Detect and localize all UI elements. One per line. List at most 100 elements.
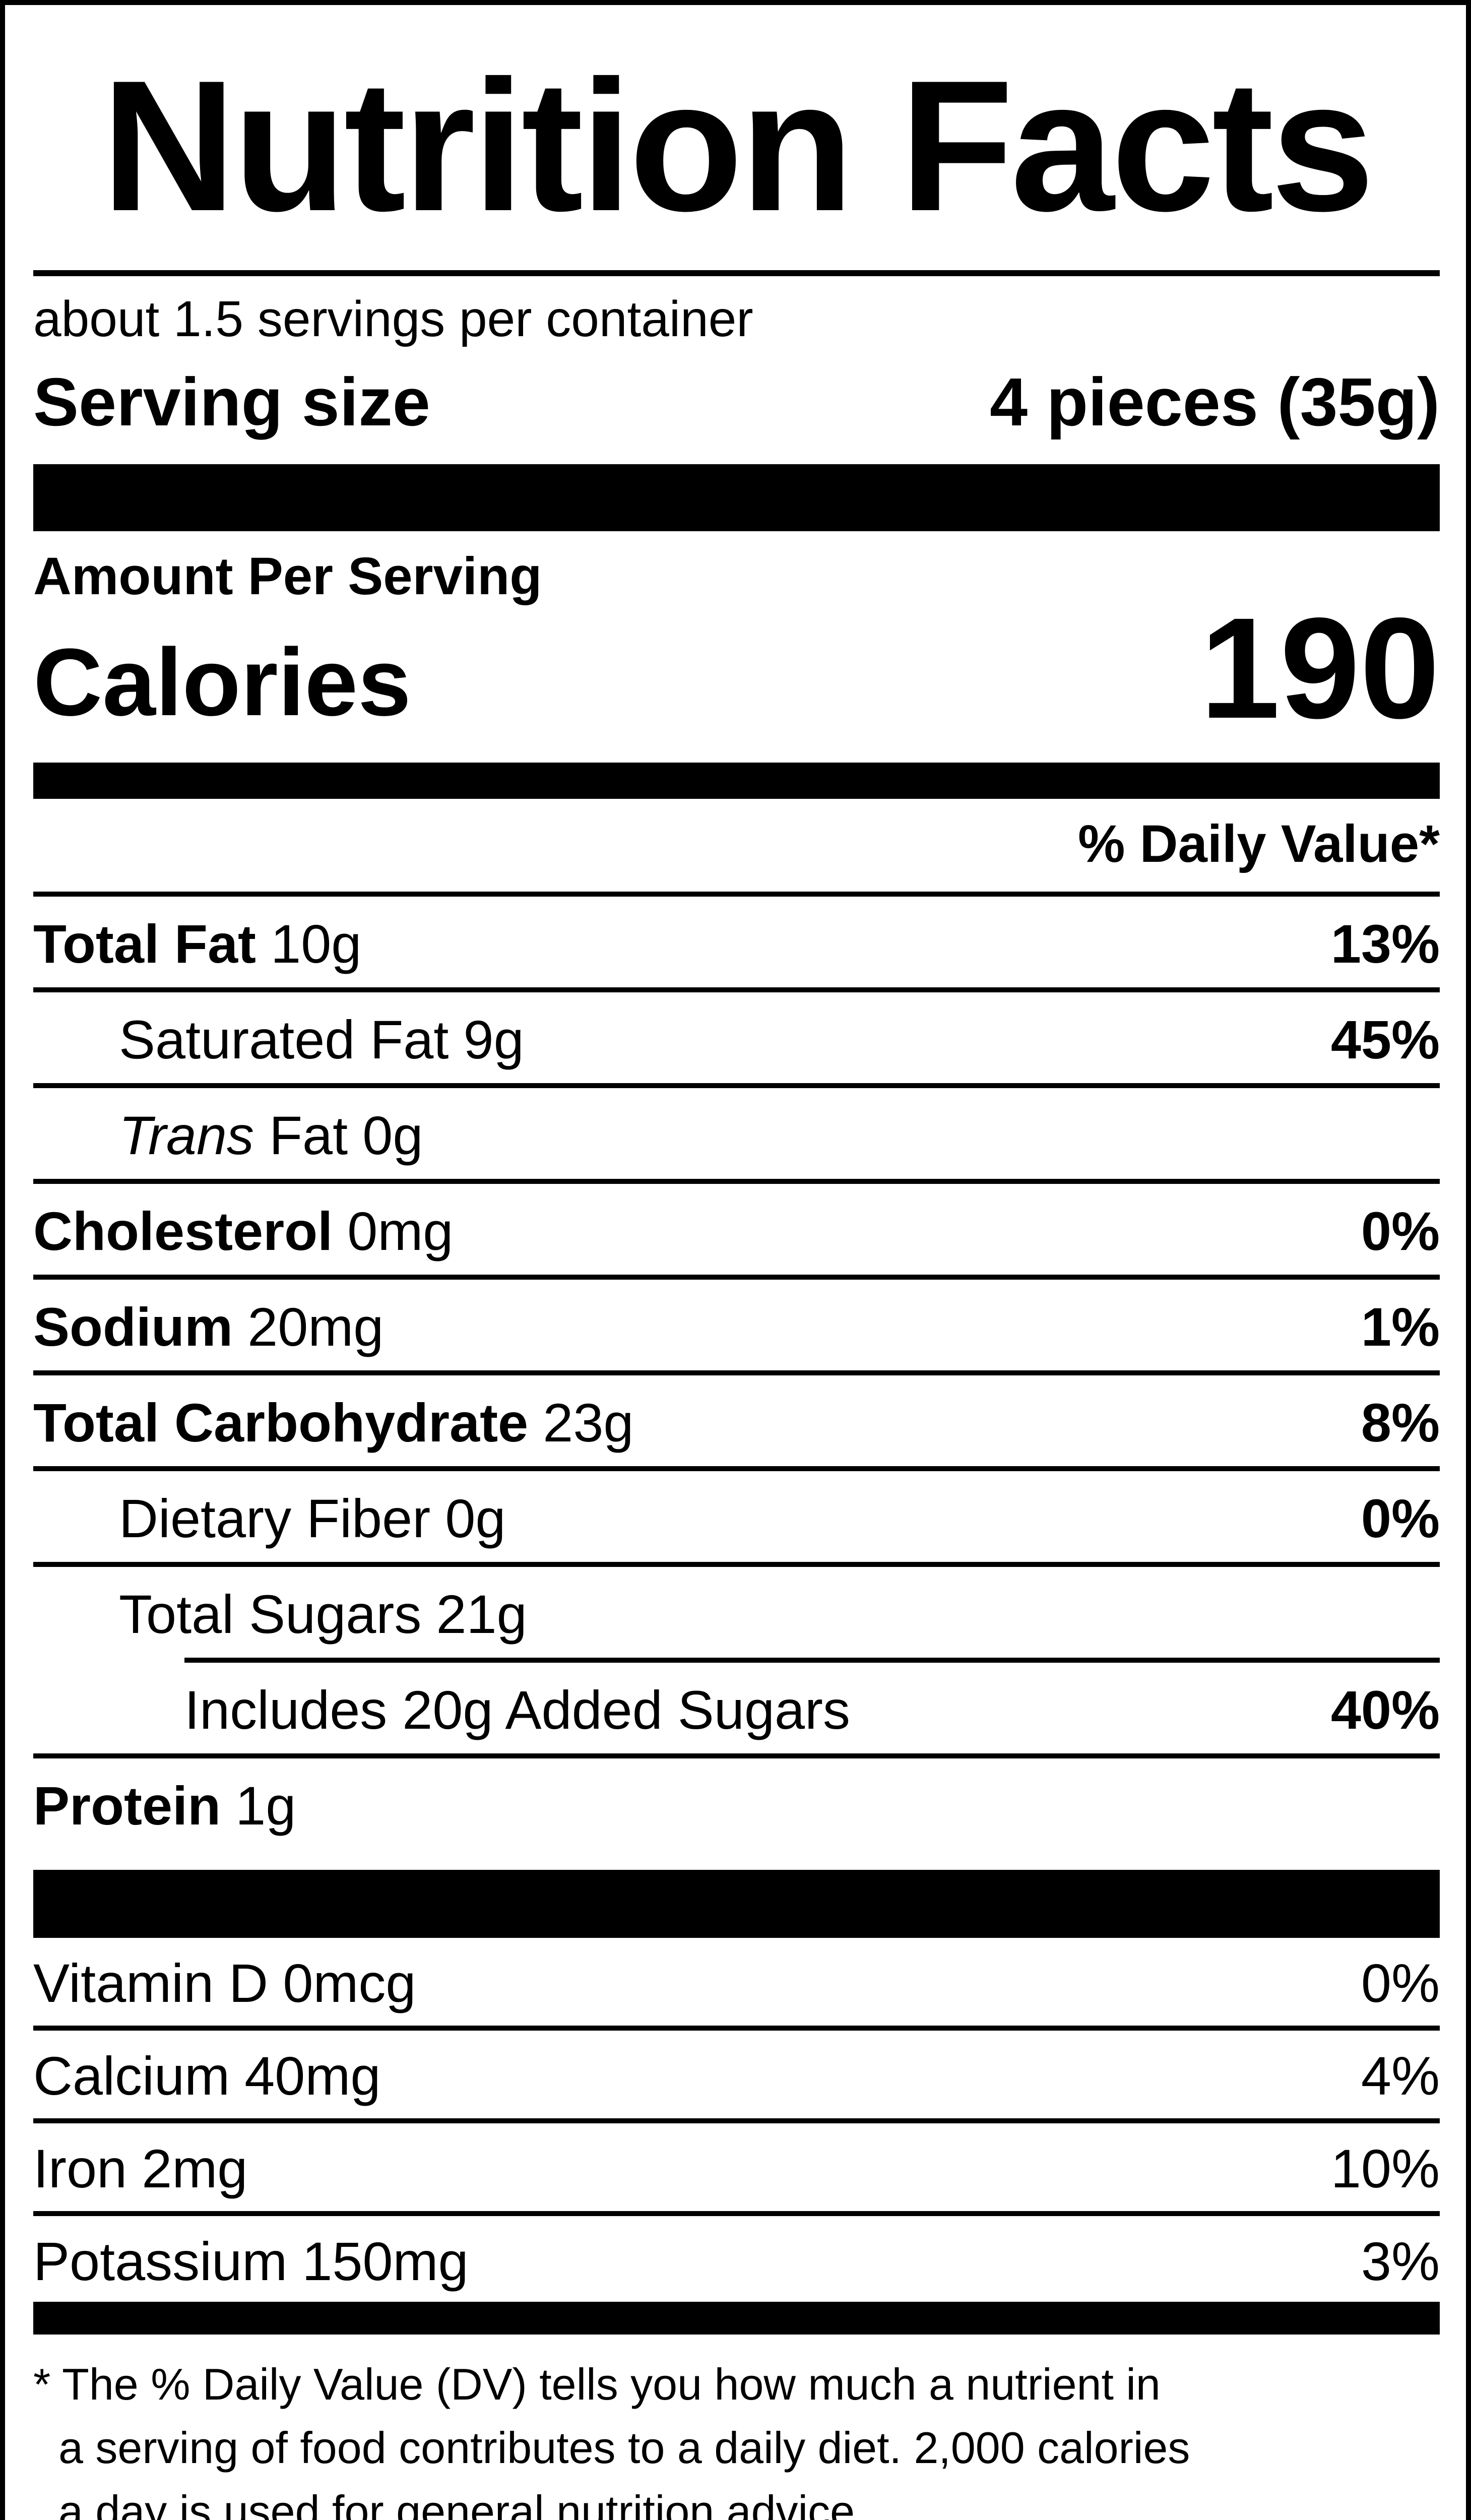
nutrient-text: Vitamin D 0mcg: [33, 1953, 416, 2013]
nutrient-row-trans-fat: Trans Fat 0g: [33, 1088, 1440, 1179]
nutrient-name: Includes 20g Added Sugars: [184, 1679, 850, 1740]
nutrient-row-total-sugars: Total Sugars 21g: [33, 1567, 1440, 1658]
nutrient-amount: 10g: [271, 913, 362, 974]
nutrient-dv: 3%: [1361, 2231, 1440, 2292]
micronutrient-row-calcium: Calcium 40mg 4%: [33, 2031, 1440, 2118]
micronutrient-row-vitamin-d: Vitamin D 0mcg 0%: [33, 1938, 1440, 2026]
nutrient-amount: 9g: [463, 1009, 524, 1070]
separator-rule: [33, 1275, 1440, 1280]
nutrient-row-sodium: Sodium 20mg 1%: [33, 1280, 1440, 1370]
nutrient-text: Includes 20g Added Sugars: [184, 1680, 865, 1740]
serving-size-label: Serving size: [33, 364, 430, 440]
calories-label: Calories: [33, 629, 411, 736]
nutrient-name: Protein: [33, 1775, 221, 1836]
nutrient-amount: 0mcg: [283, 1952, 416, 2013]
serving-size-value: 4 pieces (35g): [990, 364, 1440, 440]
micronutrient-row-potassium: Potassium 150mg 3%: [33, 2216, 1440, 2302]
separator-rule: [33, 2118, 1440, 2123]
nutrient-text: Trans Fat 0g: [119, 1105, 423, 1166]
calories-left-column: Amount Per Serving Calories: [33, 531, 542, 740]
nutrient-amount: 40mg: [244, 2045, 381, 2106]
daily-value-footnote: * The % Daily Value (DV) tells you how m…: [33, 2353, 1440, 2520]
calories-block: Amount Per Serving Calories 190: [33, 531, 1440, 740]
daily-value-header: % Daily Value*: [1078, 814, 1440, 873]
separator-rule: [33, 987, 1440, 992]
nutrient-dv: 13%: [1330, 913, 1440, 974]
micronutrient-row-iron: Iron 2mg 10%: [33, 2123, 1440, 2211]
nutrient-name: Total Sugars: [119, 1584, 422, 1645]
nutrient-name: Vitamin D: [33, 1952, 269, 2013]
separator-rule-indented: [184, 1658, 1440, 1663]
thick-bar: [33, 2302, 1440, 2335]
nutrient-name: Fat: [254, 1105, 348, 1166]
nutrient-name: Total Fat: [33, 913, 256, 974]
nutrient-name: Potassium: [33, 2231, 288, 2292]
nutrient-dv: 8%: [1361, 1392, 1440, 1453]
nutrient-dv: 45%: [1330, 1009, 1440, 1070]
nutrient-name: Total Carbohydrate: [33, 1392, 529, 1453]
nutrient-row-cholesterol: Cholesterol 0mg 0%: [33, 1184, 1440, 1275]
footnote-line: a day is used for general nutrition advi…: [58, 2486, 867, 2520]
nutrient-text: Dietary Fiber 0g: [119, 1488, 505, 1549]
separator-rule: [33, 1753, 1440, 1758]
nutrient-amount: 1g: [235, 1775, 296, 1836]
nutrient-amount: 23g: [543, 1392, 634, 1453]
nutrient-text: Potassium 150mg: [33, 2231, 469, 2292]
nutrient-amount: 2mg: [142, 2138, 248, 2199]
nutrient-dv: 0%: [1361, 1952, 1440, 2013]
nutrient-text: Cholesterol 0mg: [33, 1201, 453, 1262]
nutrient-name: Cholesterol: [33, 1201, 333, 1262]
nutrient-dv: 4%: [1361, 2045, 1440, 2106]
nutrient-dv: 0%: [1361, 1201, 1440, 1262]
nutrient-text: Saturated Fat 9g: [119, 1010, 524, 1070]
nutrient-amount: 20mg: [247, 1296, 384, 1357]
nutrient-name: Calcium: [33, 2045, 230, 2106]
footnote-line: a serving of food contributes to a daily…: [58, 2423, 1190, 2473]
nutrient-row-dietary-fiber: Dietary Fiber 0g 0%: [33, 1471, 1440, 1562]
separator-rule: [33, 892, 1440, 897]
separator-rule: [33, 2211, 1440, 2216]
nutrient-text: Total Carbohydrate 23g: [33, 1393, 633, 1453]
nutrient-amount: 0g: [445, 1488, 506, 1549]
separator-rule: [33, 1179, 1440, 1184]
nutrient-row-added-sugars: Includes 20g Added Sugars 40%: [33, 1663, 1440, 1753]
thick-bar: [33, 763, 1440, 799]
nutrient-row-saturated-fat: Saturated Fat 9g 45%: [33, 992, 1440, 1083]
nutrient-dv: 40%: [1330, 1679, 1440, 1740]
separator-rule: [33, 2026, 1440, 2031]
nutrient-row-total-fat: Total Fat 10g 13%: [33, 897, 1440, 987]
nutrient-row-protein: Protein 1g: [33, 1758, 1440, 1847]
nutrient-name-italic: Trans: [119, 1105, 254, 1166]
nutrient-name: Sodium: [33, 1296, 233, 1357]
separator-rule: [33, 1466, 1440, 1471]
nutrient-dv: 10%: [1330, 2138, 1440, 2199]
nutrient-text: Iron 2mg: [33, 2138, 247, 2199]
nutrient-name: Dietary Fiber: [119, 1488, 431, 1549]
nutrient-text: Total Sugars 21g: [119, 1584, 527, 1645]
nutrient-dv: 0%: [1361, 1488, 1440, 1549]
separator-rule: [33, 270, 1440, 276]
footnote-line: * The % Daily Value (DV) tells you how m…: [33, 2359, 1161, 2409]
servings-per-container: about 1.5 servings per container: [33, 291, 753, 347]
nutrient-amount: 0g: [362, 1105, 423, 1166]
nutrient-text: Calcium 40mg: [33, 2046, 380, 2106]
nutrient-name: Saturated Fat: [119, 1009, 449, 1070]
separator-rule: [33, 1083, 1440, 1088]
nutrient-dv: 1%: [1361, 1296, 1440, 1357]
thick-bar: [33, 1870, 1440, 1938]
nutrient-name: Iron: [33, 2138, 127, 2199]
nutrient-amount: 150mg: [302, 2231, 469, 2292]
serving-size-row: Serving size 4 pieces (35g): [33, 354, 1440, 450]
nutrient-amount: 21g: [436, 1584, 527, 1645]
calories-value: 190: [1200, 588, 1440, 748]
label-title: Nutrition Facts: [101, 42, 1375, 250]
separator-rule: [33, 1370, 1440, 1375]
nutrient-amount: 0mg: [347, 1201, 454, 1262]
nutrient-row-total-carbohydrate: Total Carbohydrate 23g 8%: [33, 1375, 1440, 1466]
separator-rule: [33, 1562, 1440, 1567]
nutrient-text: Total Fat 10g: [33, 914, 361, 974]
amount-per-serving-label: Amount Per Serving: [33, 547, 542, 606]
nutrient-text: Sodium 20mg: [33, 1297, 383, 1357]
thick-bar: [33, 464, 1440, 531]
